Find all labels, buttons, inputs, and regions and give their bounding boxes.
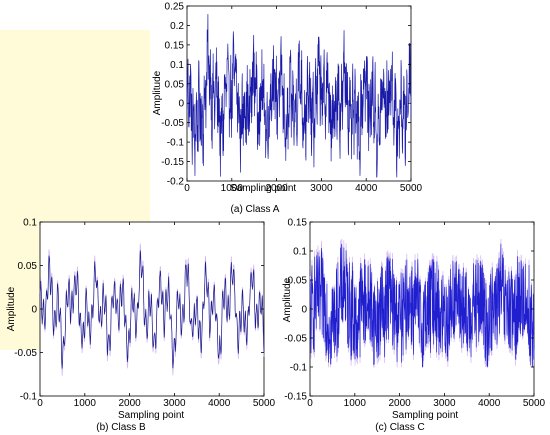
y-tick-label: 0: [178, 99, 184, 110]
signal-group-c: [309, 239, 535, 368]
ylabel-a: Amplitude: [152, 70, 163, 115]
signal-line: [186, 14, 412, 178]
x-tick-label: 3000: [310, 183, 333, 194]
x-tick-label: 2000: [388, 398, 411, 409]
x-tick-label: 4000: [355, 183, 378, 194]
y-tick-label: 0.1: [293, 247, 307, 258]
y-tick-label: 0.1: [23, 218, 37, 229]
x-tick-label: 4000: [478, 398, 501, 409]
y-tick-label: 0.1: [170, 60, 184, 71]
y-tick-label: 0.05: [18, 261, 38, 272]
x-tick-label: 0: [37, 398, 43, 409]
y-tick-label: -0.1: [290, 363, 308, 374]
x-tick-label: 4000: [208, 398, 231, 409]
y-tick-label: 0.15: [165, 40, 185, 51]
y-tick-label: -0.15: [161, 157, 184, 168]
signal-group-a: [186, 14, 412, 178]
y-tick-label: -0.1: [167, 138, 185, 149]
signal-line: [309, 243, 535, 368]
y-tick-label: -0.05: [161, 118, 184, 129]
xlabel-b: Sampling point: [118, 410, 184, 421]
x-tick-label: 5000: [523, 398, 546, 409]
x-tick-label: 1000: [221, 183, 244, 194]
x-tick-label: 3000: [163, 398, 186, 409]
xlabel-c: Sampling point: [392, 410, 458, 421]
y-tick-label: -0.2: [167, 177, 185, 188]
x-tick-label: 1000: [344, 398, 367, 409]
caption-a: (a) Class A: [231, 204, 280, 215]
panel-class-c: 0 1000 2000 3000 4000 5000 -0.15 -0.1 -0.05 0 0.05…: [282, 218, 546, 434]
y-tick-label: -0.15: [284, 392, 307, 403]
x-tick-label: 0: [184, 183, 190, 194]
x-tick-label: 0: [307, 398, 313, 409]
caption-b: (b) Class B: [96, 422, 146, 433]
y-tick-label: 0: [31, 305, 37, 316]
y-tick-label: 0.25: [165, 2, 185, 13]
ticks-c: 0 1000 2000 3000 4000 5000 -0.15 -0.1 -0.05 0 0.05…: [284, 218, 545, 410]
y-tick-label: -0.05: [14, 348, 37, 359]
signal-group-b: [39, 243, 265, 376]
ticks-b: 0 1000 2000 3000 4000 5000 -0.1 -0.05 0 0.05 0.1: [14, 218, 275, 410]
y-tick-label: -0.1: [20, 392, 38, 403]
panel-class-a: 0 1000 2000 3000 4000 5000 -0.2 -0.15 -0.1 -0.05 0…: [152, 2, 423, 216]
ticks-a: 0 1000 2000 3000 4000 5000 -0.2 -0.15 -0.1 -0.05 0…: [161, 2, 422, 195]
ylabel-b: Amplitude: [6, 286, 17, 331]
x-tick-label: 1000: [74, 398, 97, 409]
y-tick-label: 0: [301, 305, 307, 316]
ylabel-c: Amplitude: [282, 277, 293, 322]
y-tick-label: 0.05: [165, 79, 185, 90]
x-tick-label: 2000: [265, 183, 288, 194]
y-tick-label: 0.05: [288, 276, 308, 287]
x-tick-label: 3000: [433, 398, 456, 409]
caption-c: (c) Class C: [375, 422, 424, 433]
y-tick-label: 0.2: [170, 21, 184, 32]
signal-line: [39, 250, 265, 369]
x-tick-label: 5000: [400, 183, 423, 194]
y-tick-label: -0.05: [284, 334, 307, 345]
x-tick-label: 2000: [118, 398, 141, 409]
xlabel-a: Sampling point: [230, 183, 296, 194]
y-tick-label: 0.15: [288, 218, 308, 229]
panel-class-b: 0 1000 2000 3000 4000 5000 -0.1 -0.05 0 0.05 0.1 S…: [6, 218, 276, 434]
x-tick-label: 5000: [253, 398, 276, 409]
